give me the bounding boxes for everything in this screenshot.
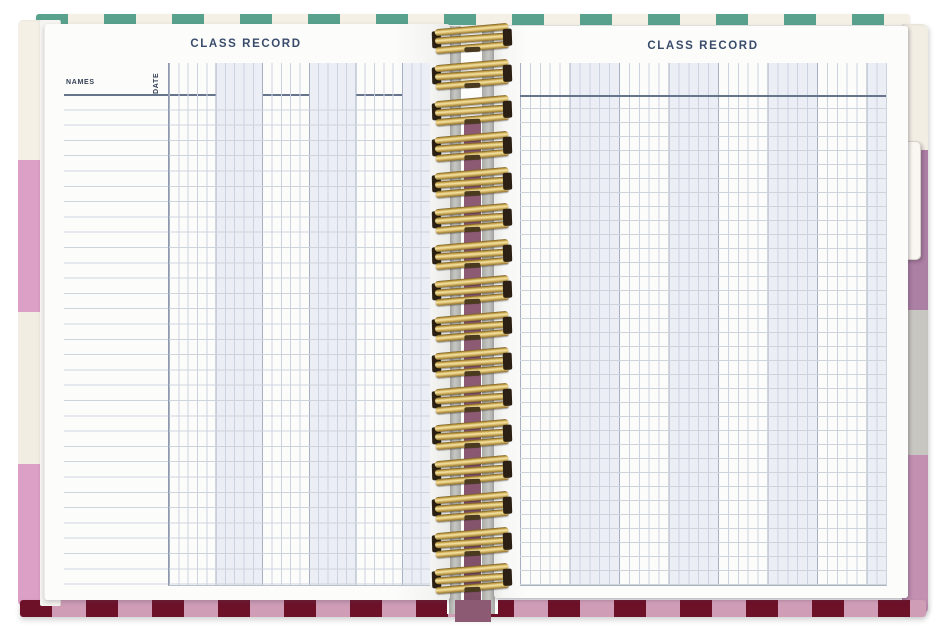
coil-end-cap (502, 244, 513, 262)
spine-foot (455, 600, 491, 622)
spiral-coil (431, 94, 513, 127)
coil-end-cap (502, 424, 513, 442)
coil-end-cap (502, 208, 513, 226)
coil-shadow (464, 586, 481, 593)
names-column-header: NAMES (66, 79, 95, 86)
coil-end-cap (502, 64, 513, 82)
coil-shadow (464, 262, 481, 269)
right-page: CLASS RECORD (494, 26, 908, 598)
spiral-coil (431, 166, 513, 199)
coil-end-cap (502, 388, 513, 406)
spiral-coil (431, 238, 513, 271)
coil-shadow (464, 550, 481, 557)
coil-end-cap (502, 316, 513, 334)
coil-end-cap (502, 352, 513, 370)
page-title: CLASS RECORD (647, 40, 759, 52)
spiral-coil (431, 346, 513, 379)
spiral-coil (431, 58, 513, 91)
coil-shadow (464, 334, 481, 341)
coil-end-cap (502, 532, 513, 550)
record-grid (520, 63, 887, 586)
coil-shadow (464, 118, 481, 125)
coil-shadow (464, 514, 481, 521)
spiral-binding (18, 12, 928, 618)
coil-end-cap (502, 496, 513, 514)
spiral-coil (431, 562, 513, 595)
coil-end-cap (502, 28, 513, 46)
spiral-coil (431, 274, 513, 307)
spiral-coil (431, 526, 513, 559)
class-record-book: CLASS RECORD NAMES DATE CLASS RECORD (18, 12, 928, 622)
coil-end-cap (502, 280, 513, 298)
record-grid-rows (169, 95, 430, 585)
left-page: CLASS RECORD NAMES DATE (44, 24, 450, 600)
coil-shadow (464, 370, 481, 377)
spiral-coil (431, 382, 513, 415)
names-ruled-rows (64, 95, 168, 585)
cover-left-striped-edge (18, 20, 42, 606)
coil-end-cap (502, 172, 513, 190)
coil-shadow (464, 46, 481, 53)
spiral-coil (431, 310, 513, 343)
coil-shadow (464, 298, 481, 305)
coil-end-cap (502, 136, 513, 154)
spiral-coil (431, 454, 513, 487)
spiral-coil (431, 202, 513, 235)
coil-shadow (464, 154, 481, 161)
coil-end-cap (502, 100, 513, 118)
coil-end-cap (502, 568, 513, 586)
spiral-coil (431, 418, 513, 451)
coil-shadow (464, 226, 481, 233)
record-grid (168, 63, 430, 586)
coil-shadow (464, 478, 481, 485)
spiral-coil (431, 490, 513, 523)
spiral-coil (431, 130, 513, 163)
coil-shadow (464, 82, 481, 89)
coil-shadow (464, 190, 481, 197)
coil-end-cap (502, 460, 513, 478)
coil-shadow (464, 442, 481, 449)
cover-top-striped-edge (36, 14, 910, 25)
record-grid-rows (520, 95, 886, 585)
page-title: CLASS RECORD (190, 38, 302, 50)
spiral-coil (431, 22, 513, 55)
coil-shadow (464, 406, 481, 413)
